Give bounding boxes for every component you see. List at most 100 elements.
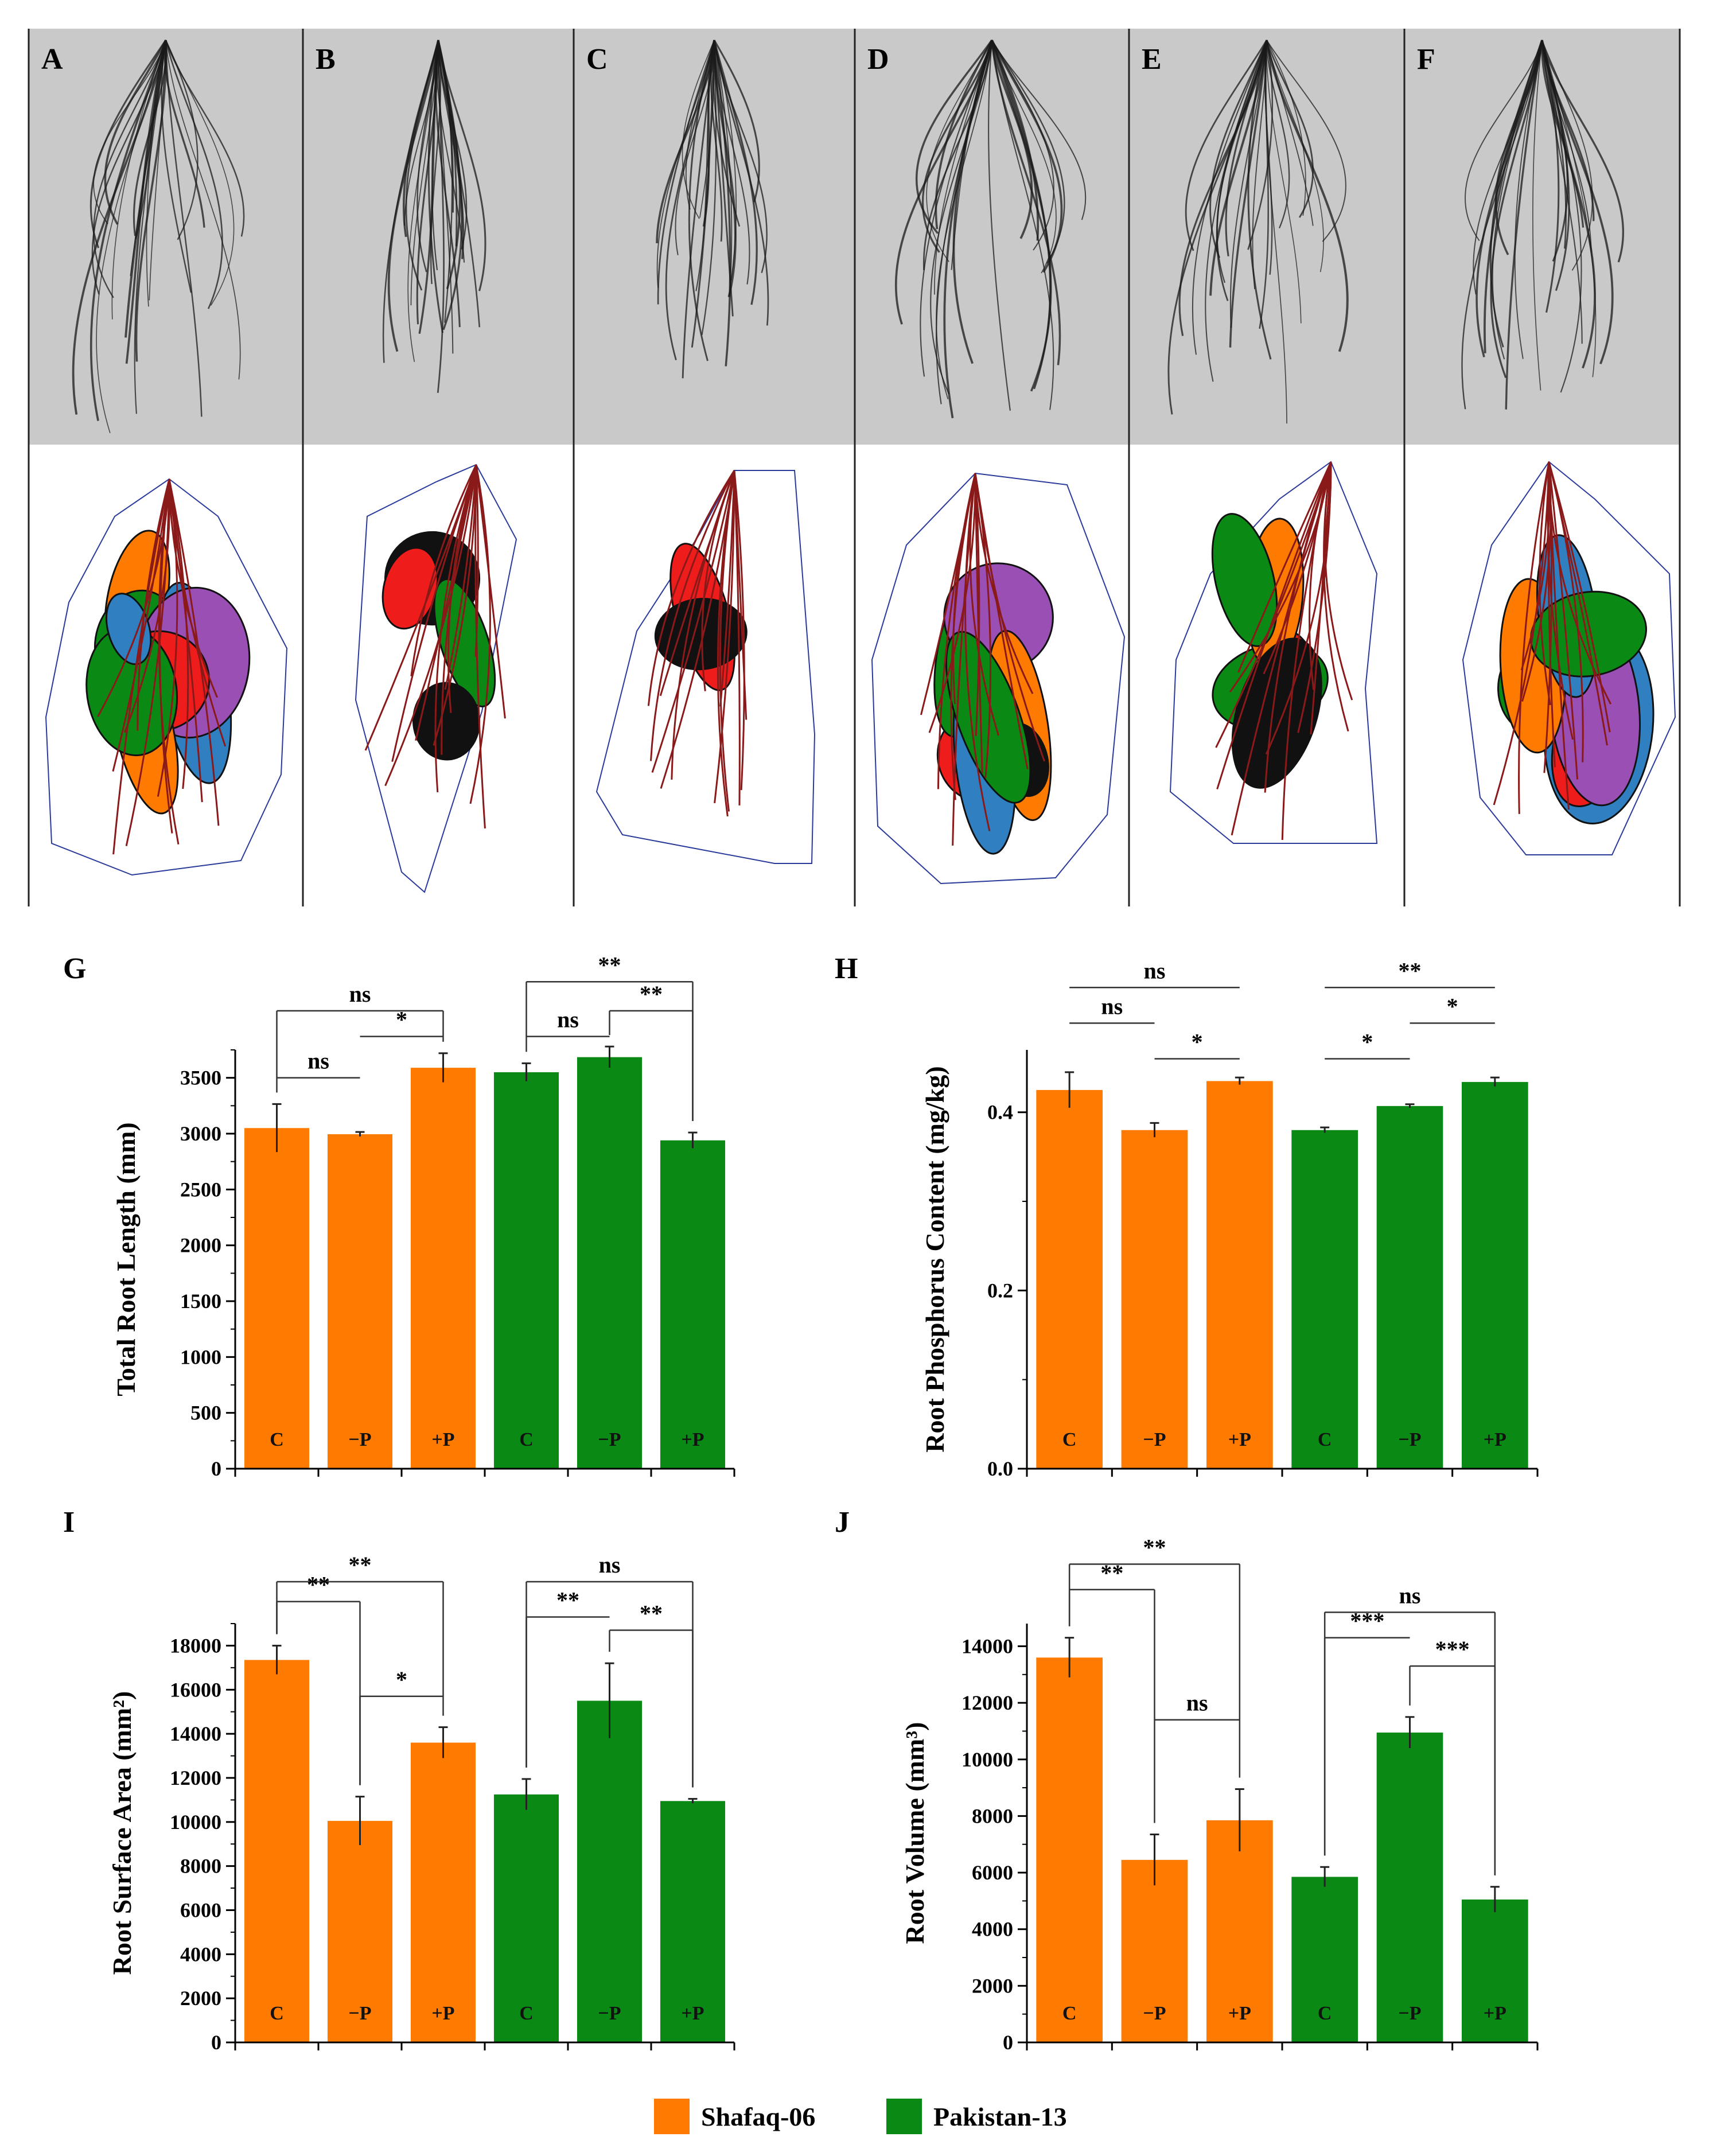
root-trace [168,478,203,803]
legend-swatch [654,2099,690,2134]
y-tick-label: 500 [190,1402,221,1425]
significance-label: * [396,1667,407,1692]
significance-label: ** [640,981,663,1007]
root-trace [1215,461,1332,748]
root-strand [991,40,1040,241]
significance-label: ** [1399,958,1422,983]
scan-panel-C: C [586,40,769,379]
root-trace [1231,461,1332,836]
root-trace [733,470,745,791]
y-tick-label: 0.0 [987,1457,1013,1480]
significance-bracket: ** [609,1601,694,1788]
root-strand [1505,40,1543,410]
root-trace [125,478,170,846]
significance-bracket: ns [1069,958,1240,989]
root-strand [165,40,241,380]
significance-bracket: ns [277,1048,360,1079]
panel-letter-I: I [63,1506,75,1539]
root-trace [444,464,477,690]
y-tick-label: 0 [211,2031,221,2054]
significance-label: ns [599,1552,621,1578]
bar [1461,1081,1528,1469]
root-strand [1266,40,1314,218]
panel-letter-E: E [1142,43,1162,76]
significance-label: ns [1399,1582,1421,1608]
significance-bracket: *** [1409,1636,1496,1875]
y-tick-label: 4000 [180,1943,221,1966]
significance-bracket: ns [526,1007,610,1037]
y-tick-label: 14000 [170,1722,221,1745]
panel-letter-G: G [63,952,86,985]
bar-category-label: C [270,1429,284,1450]
root-strand [988,40,1011,411]
root-strand [915,39,993,234]
bar-charts: G C −P +P C −P +P 0 500 1000 1500 2000 2500 3000 3500 T… [63,952,1539,2054]
panel-letter-A: A [41,43,63,76]
root-strand [922,40,993,271]
root-strand [418,40,439,334]
root-trace [647,470,735,706]
bar [327,1820,393,2042]
y-axis-title: Root Volume (mm³) [900,1722,929,1944]
y-tick-label: 0.4 [987,1101,1013,1124]
root-trace [391,464,477,762]
root-strand [104,40,167,225]
root-strand [682,40,715,379]
root-strand [1247,40,1272,360]
bar [1291,1130,1358,1469]
root-strand [1185,40,1268,251]
y-tick-label: 2000 [180,1987,221,2010]
y-tick-label: 14000 [961,1634,1013,1657]
root-trace [433,464,477,746]
root-strand [1266,40,1302,324]
bar [1206,1820,1273,2042]
y-tick-label: 18000 [170,1634,221,1657]
bar [493,1072,559,1469]
y-tick-label: 6000 [972,1861,1013,1884]
bar-category-label: C [1062,2003,1077,2024]
root-strand [134,40,167,414]
bar [1376,1732,1443,2042]
bar-category-label: +P [681,2003,704,2024]
bar-category-label: +P [1228,2003,1251,2024]
significance-label: * [1361,1029,1373,1055]
root-strand [89,40,167,248]
bar-category-label: −P [598,1429,621,1450]
y-tick-label: 2000 [972,1974,1013,1997]
significance-label: * [396,1007,407,1033]
root-trace [475,464,506,719]
segmented-root-C [595,470,816,864]
significance-label: ns [307,1048,329,1074]
bar [410,1068,476,1469]
significance-bracket: ** [1068,1534,1241,1778]
root-trace [1548,461,1608,746]
significance-bracket: ** [609,981,694,1122]
root-strand [1259,40,1269,329]
legend-label: Shafaq-06 [701,2102,815,2131]
significance-bracket: ** [276,1552,444,1716]
bar-category-label: C [270,2003,284,2024]
root-trace [469,464,491,804]
bar [1376,1106,1443,1469]
root-trace [671,470,735,780]
significance-bracket: * [359,1667,443,1785]
root-trace [1493,461,1550,805]
y-tick-label: 12000 [961,1691,1013,1714]
root-trace [651,470,735,773]
y-tick-label: 0.2 [987,1279,1013,1302]
significance-label: ** [556,1587,579,1613]
root-trace [415,464,477,741]
y-tick-label: 3500 [180,1067,221,1089]
root-strand [656,40,715,244]
segmented-root-E [1169,461,1378,844]
bar-category-label: −P [348,1429,371,1450]
bar-category-label: −P [1143,2003,1166,2024]
bar-category-label: +P [431,2003,454,2024]
root-strand [1532,40,1543,391]
significance-label: ** [640,1601,663,1626]
root-strand [1209,40,1268,258]
chart-G: G C −P +P C −P +P 0 500 1000 1500 2000 2500 3000 3500 T… [63,952,735,1480]
y-tick-label: 8000 [972,1804,1013,1827]
y-tick-label: 10000 [170,1811,221,1834]
